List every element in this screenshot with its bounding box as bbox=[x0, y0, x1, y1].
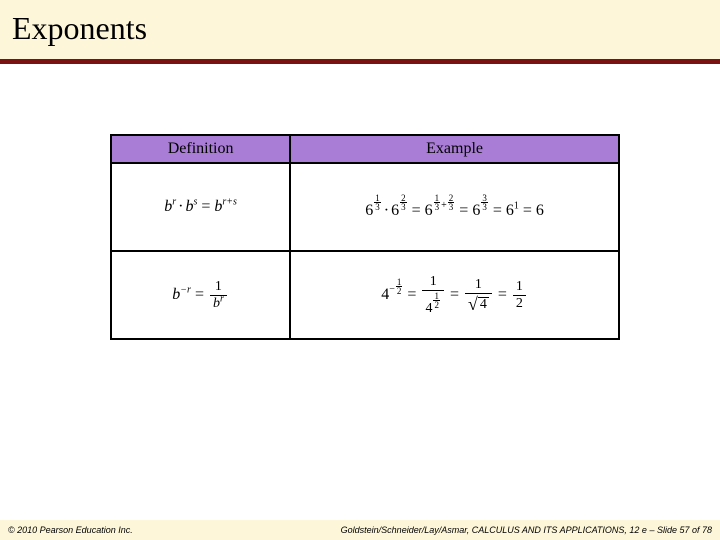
title-bar: Exponents bbox=[0, 0, 720, 59]
example-cell: 4−12=1412=1√4=12 bbox=[290, 251, 619, 339]
product-rule-expr: br·bs=br+s bbox=[164, 198, 237, 215]
table-row: br·bs=br+s 613·623=613+23=633=61=6 bbox=[111, 163, 619, 251]
footer-copyright: © 2010 Pearson Education Inc. bbox=[8, 525, 133, 535]
table-row: b−r=1br 4−12=1412=1√4=12 bbox=[111, 251, 619, 339]
definition-cell: b−r=1br bbox=[111, 251, 290, 339]
header-example: Example bbox=[290, 135, 619, 163]
header-definition: Definition bbox=[111, 135, 290, 163]
negative-exponent-example-expr: 4−12=1412=1√4=12 bbox=[381, 286, 528, 303]
page-title: Exponents bbox=[12, 10, 708, 47]
example-cell: 613·623=613+23=633=61=6 bbox=[290, 163, 619, 251]
exponent-rules-table: Definition Example br·bs=br+s 613·623=61… bbox=[110, 134, 620, 340]
negative-exponent-expr: b−r=1br bbox=[172, 286, 229, 303]
table-header-row: Definition Example bbox=[111, 135, 619, 163]
footer-citation: Goldstein/Schneider/Lay/Asmar, CALCULUS … bbox=[341, 525, 712, 535]
footer: © 2010 Pearson Education Inc. Goldstein/… bbox=[0, 520, 720, 540]
definition-cell: br·bs=br+s bbox=[111, 163, 290, 251]
product-rule-example-expr: 613·623=613+23=633=61=6 bbox=[365, 202, 544, 219]
content-area: Definition Example br·bs=br+s 613·623=61… bbox=[0, 64, 720, 340]
